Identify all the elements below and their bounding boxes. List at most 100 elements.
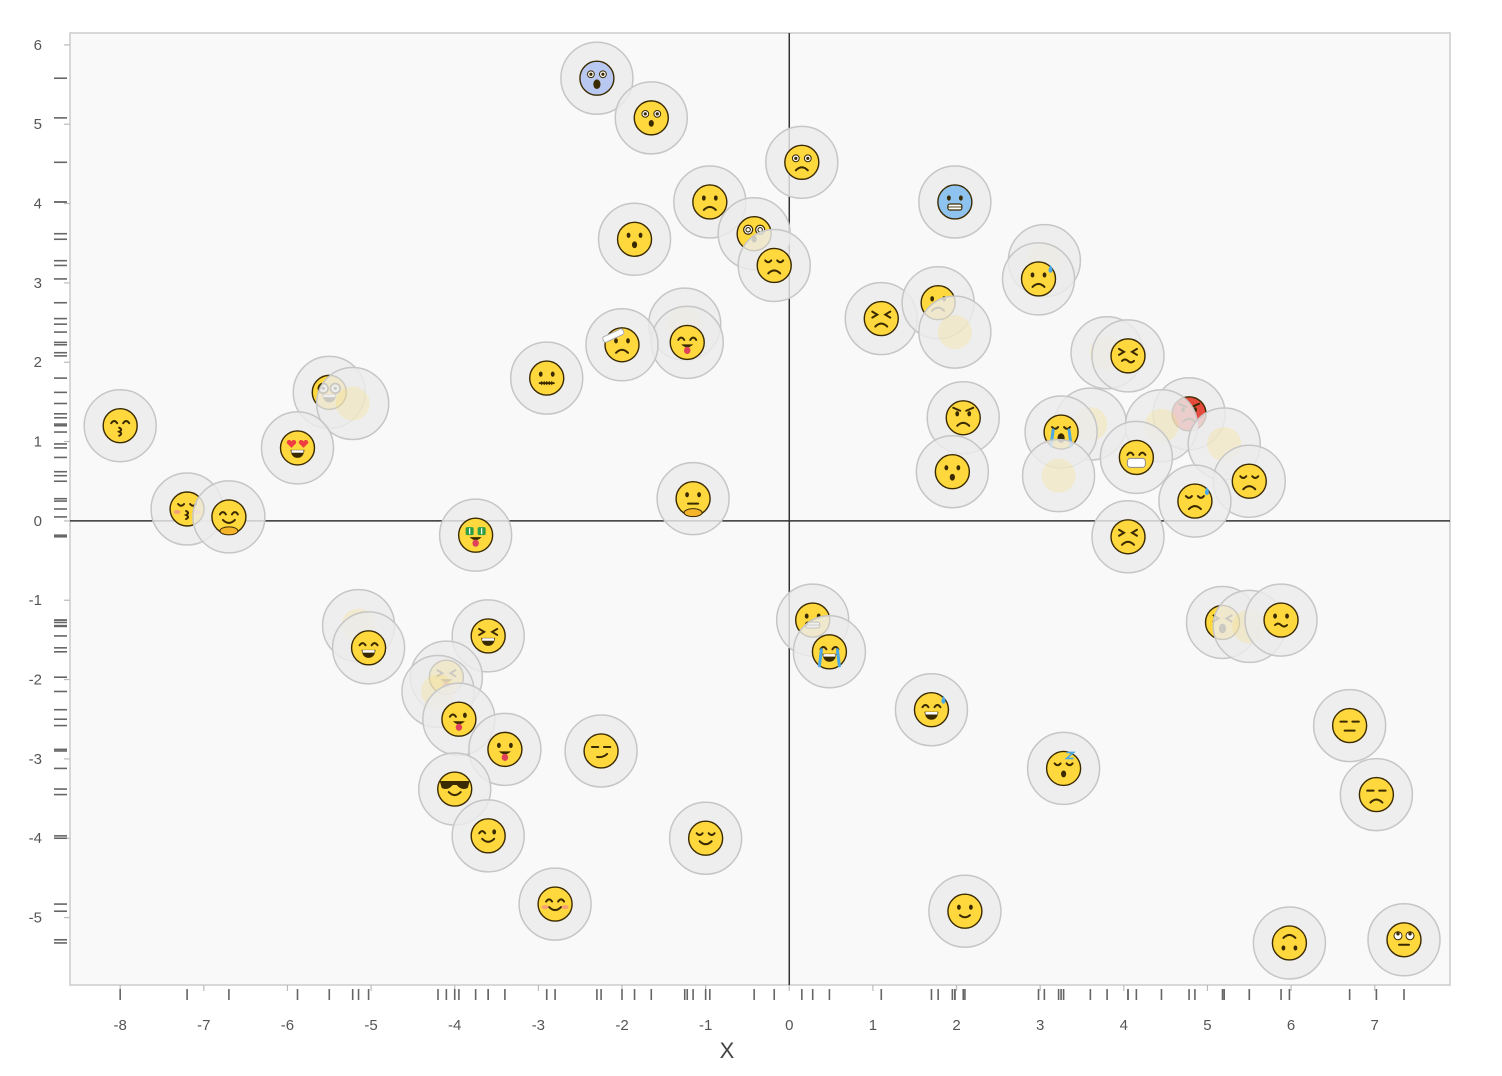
eye [626,338,630,344]
eye [695,832,704,836]
emoji-face-hidden [335,386,370,421]
emoji-face [1231,463,1267,499]
emoji-point-zipper-mouth-face [509,341,584,415]
emoji-face [616,221,653,257]
emoji-point-face-blank [315,366,390,441]
heart-eye [298,439,309,448]
eye [463,712,467,718]
emoji-point-face-with-rolling-eyes [1367,903,1441,977]
y-tick-label: -5 [29,910,42,927]
blush [173,510,181,514]
emoji-face [437,771,473,807]
teeth [291,450,304,453]
mouth [1274,622,1289,628]
eye [946,195,951,201]
pupil [643,112,647,116]
eye [1118,347,1126,356]
y-tick-label: -3 [29,751,42,768]
eye [921,703,930,709]
y-tick-label: -4 [29,830,42,847]
mouth [116,426,123,437]
eye [776,259,785,264]
eye [492,829,497,835]
emoji-face [811,634,848,670]
mouth [794,166,809,172]
emoji-face [913,692,950,728]
sunglasses [439,781,470,790]
emoji-point-bubble [1021,438,1096,513]
eye [956,465,961,471]
emoji-point-face-with-tears-of-joy [792,615,867,689]
eye [1273,613,1277,619]
blush [561,905,569,910]
mouth [469,537,482,541]
emoji-point-grinning-face-with-smiling-eyes [331,611,406,685]
eye [1042,272,1047,278]
emoji-face [1358,776,1395,813]
emoji-point-cold-face [918,165,992,239]
emoji-point-face-with-medical-mask [1099,420,1174,495]
eye [1138,451,1147,456]
eye [707,832,716,836]
eye [490,627,499,636]
emoji-point-confused-face [1244,583,1318,657]
medical-mask [1126,457,1146,468]
emoji-point-face-blank [1021,438,1096,513]
y-tick-label: 6 [34,37,42,54]
emoji-point-smiling-face-with-heart-eyes [260,411,335,485]
y-tick-label: 5 [34,116,42,133]
eye [1251,475,1260,479]
y-tick-label: 1 [34,434,42,451]
emoji-face [579,60,615,96]
emoji-point-money-mouth-face [438,498,513,572]
pupil [1408,932,1412,936]
emoji-point-hugging-face [192,480,266,554]
eye [689,336,698,341]
blush [541,905,549,910]
eye [478,830,487,835]
emoji-point-sad-but-relieved-face [1001,242,1076,316]
eye [110,419,119,425]
eye [1293,945,1298,951]
mouth [481,837,496,843]
pupil [806,156,810,160]
emoji-point-downcast-face-with-sweat [1158,464,1232,538]
pupil [1396,932,1400,936]
y-tick-label: 4 [34,196,42,213]
eye [122,419,131,425]
x-tick-label: 2 [952,1017,960,1034]
x-tick-label: -4 [448,1017,461,1034]
emoji-point-smiling-face-with-smiling-eyes [518,867,592,941]
mouth [498,751,511,755]
y-rug [54,77,67,944]
eye [955,411,960,417]
tear [835,648,841,668]
eye [743,224,754,235]
emoji-point-face-screaming-in-fear [560,41,634,115]
eye [218,511,227,516]
x-tick-label: 4 [1120,1017,1128,1034]
mouth [767,269,782,275]
eye [557,898,566,903]
mouth [452,721,465,725]
y-tick-label: -1 [29,592,42,609]
emoji-point-astonished-face [614,81,689,155]
x-tick-label: -5 [364,1017,377,1034]
mouth [1369,798,1384,804]
mouth [1282,933,1297,939]
x-tick-label: -2 [615,1017,628,1034]
mouth [596,752,609,759]
sweat-drop [941,695,946,704]
emoji-point-weary-face [737,228,811,303]
y-tick-label: 2 [34,354,42,371]
emoji-face [1271,925,1308,961]
hands [683,508,703,518]
tear [817,648,823,668]
eyebrows [952,406,975,412]
mouth [548,906,563,912]
tongue [472,539,479,547]
eye [969,904,973,910]
eye [509,742,513,748]
x-tick-label: 5 [1203,1017,1211,1034]
emoji-point-relieved-face [668,801,743,875]
